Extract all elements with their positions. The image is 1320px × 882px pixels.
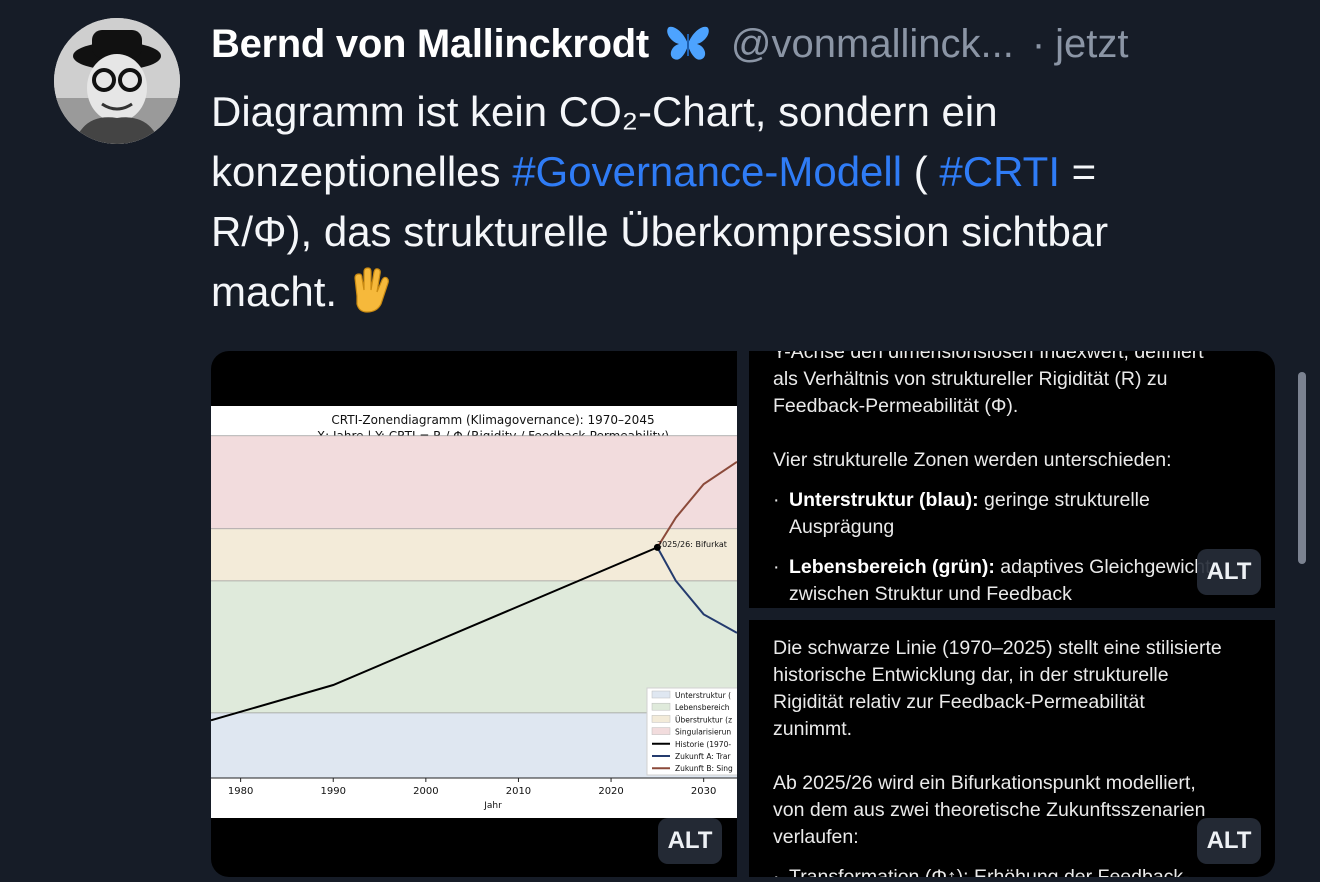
zone-band [211, 435, 737, 529]
doc-line: von dem aus zwei theoretische Zukunftssz… [773, 799, 1206, 821]
post-line-4: macht. [211, 262, 1301, 330]
bullet-text: zwischen Struktur und Feedback [789, 583, 1072, 605]
legend-label: Singularisierun [675, 728, 731, 737]
zone-band [211, 528, 737, 581]
post-text-segment: = [1060, 148, 1097, 195]
butterfly-icon [665, 24, 711, 64]
legend-label: Zukunft B: Sing [675, 764, 733, 773]
doc-line: Die schwarze Linie (1970–2025) stellt ei… [773, 637, 1222, 659]
legend-label: Lebensbereich [675, 703, 730, 712]
doc-line: Rigidität relativ zur Feedback-Permeabil… [773, 691, 1145, 713]
x-tick-label: 2010 [506, 786, 531, 797]
post-line-2: konzeptionelles #Governance-Modell ( #CR… [211, 142, 1301, 202]
doc-line: Feedback-Permeabilität (Φ). [773, 395, 1019, 417]
legend-label: Zukunft A: Trar [675, 752, 731, 761]
doc-line: zunimmt. [773, 718, 853, 740]
doc-line: verlaufen: [773, 826, 859, 848]
series-line [656, 460, 737, 548]
alt-button[interactable]: ALT [1197, 549, 1261, 595]
doc-line: historische Entwicklung dar, in der stru… [773, 664, 1169, 686]
post-text-segment: macht. [211, 268, 338, 315]
author-name[interactable]: Bernd von Mallinckrodt [211, 21, 649, 66]
alt-text-image-1[interactable]: Y-Achse den dimensionslosen Indexwert, d… [749, 351, 1275, 608]
alt-button[interactable]: ALT [658, 818, 722, 864]
alt-text-doc-1: Y-Achse den dimensionslosen Indexwert, d… [773, 351, 1263, 608]
chart-title: CRTI-Zonendiagramm (Klimagovernance): 19… [331, 413, 654, 427]
bifurcation-point [653, 543, 661, 551]
post-timestamp[interactable]: jetzt [1055, 21, 1129, 66]
x-tick-label: 1980 [228, 786, 253, 797]
post-text: Diagramm ist kein CO₂-Chart, sondern ein… [211, 82, 1301, 330]
post-text-segment: konzeptionelles [211, 148, 513, 195]
header-separator: · [1031, 21, 1046, 66]
x-tick-label: 2030 [691, 786, 716, 797]
scrollbar[interactable] [1298, 372, 1306, 564]
legend-swatch [651, 715, 671, 723]
legend-label: Überstruktur (z [675, 715, 732, 724]
post-line-3: R/Φ), das strukturelle Überkompression s… [211, 208, 1109, 255]
bullet-text: adaptives Gleichgewicht [994, 556, 1211, 578]
bullet-item: · Lebensbereich (grün): adaptives Gleichg… [773, 556, 1211, 605]
x-tick-label: 2000 [413, 786, 438, 797]
post-line-1: Diagramm ist kein CO₂-Chart, sondern ein [211, 88, 998, 135]
x-axis-label: Jahr [483, 801, 502, 811]
bifurcation-annotation: 2025/26: Bifurkat [657, 540, 727, 549]
doc-line: als Verhältnis von struktureller Rigidit… [773, 368, 1168, 390]
media-gallery: CRTI-Zonendiagramm (Klimagovernance): 19… [211, 351, 1275, 877]
legend-swatch [651, 727, 671, 735]
doc-line: Vier strukturelle Zonen werden unterschi… [773, 449, 1172, 471]
chart-image[interactable]: CRTI-Zonendiagramm (Klimagovernance): 19… [211, 351, 737, 877]
alt-text-doc-2: Die schwarze Linie (1970–2025) stellt ei… [773, 635, 1263, 877]
crti-zone-chart: CRTI-Zonendiagramm (Klimagovernance): 19… [211, 406, 737, 818]
author-handle[interactable]: @vonmallinck... [730, 21, 1014, 66]
x-tick-label: 2020 [598, 786, 623, 797]
legend-swatch [651, 702, 671, 711]
hashtag-governance-modell[interactable]: #Governance-Modell [512, 148, 903, 195]
bullet-heading: Lebensbereich (grün): [789, 556, 995, 578]
doc-line: Y-Achse den dimensionslosen Indexwert, d… [773, 351, 1204, 363]
legend-label: Historie (1970- [675, 740, 731, 749]
series-line [211, 546, 658, 722]
post-text-segment: ( [902, 148, 940, 195]
vulcan-salute-icon [347, 266, 395, 330]
post-header: Bernd von Mallinckrodt @vonmallinck... ·… [211, 18, 1129, 70]
alt-button[interactable]: ALT [1197, 818, 1261, 864]
x-tick-label: 1990 [321, 786, 346, 797]
bullet-heading: Unterstruktur (blau): [789, 489, 979, 511]
hashtag-crti[interactable]: #CRTI [939, 148, 1060, 195]
bullet-item: · Unterstruktur (blau): geringe strukture… [773, 489, 1150, 538]
legend-swatch [651, 690, 671, 699]
doc-line: Ab 2025/26 wird ein Bifurkationspunkt mo… [773, 772, 1196, 794]
bullet-text: geringe strukturelle [978, 489, 1150, 511]
chart-legend: Unterstruktur ( Lebensbereich Überstruktur… [646, 687, 737, 776]
series-line [656, 546, 737, 634]
bullet-item: · Transformation (Φ↑): Erhöhung der Feedb… [773, 864, 1263, 877]
alt-text-image-2[interactable]: Die schwarze Linie (1970–2025) stellt ei… [749, 620, 1275, 877]
avatar[interactable] [54, 18, 180, 144]
bullet-text: Ausprägung [789, 516, 895, 538]
bullet-text: Transformation (Φ↑): Erhöhung der Feedba… [789, 866, 1190, 877]
legend-label: Unterstruktur ( [675, 691, 731, 700]
